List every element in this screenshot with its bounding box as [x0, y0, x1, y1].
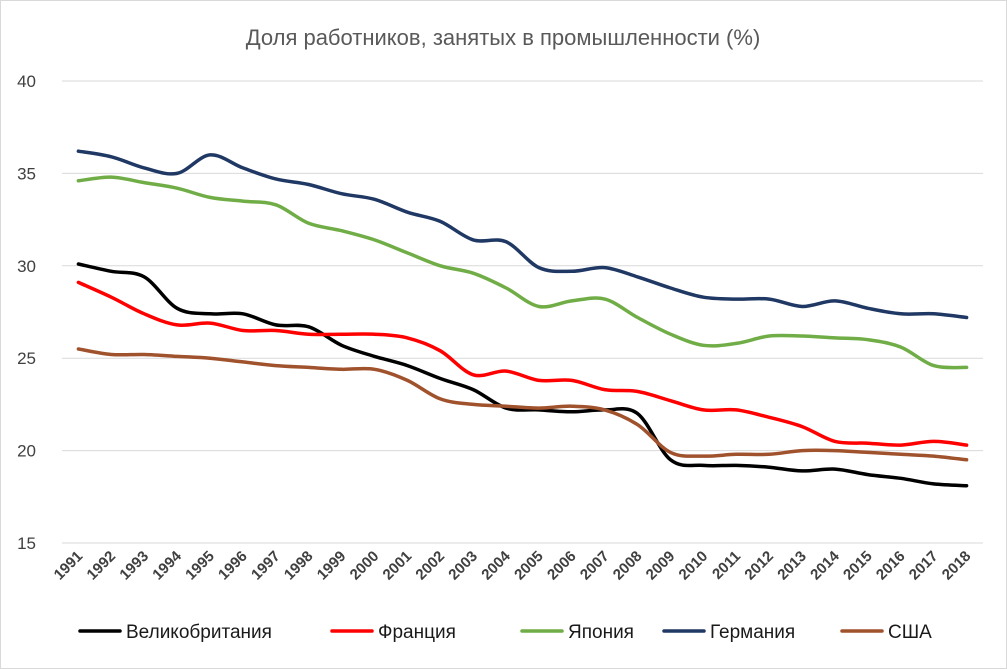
series-line-1 — [76, 280, 969, 447]
x-tick-label: 2018 — [939, 548, 975, 584]
legend-label: Германия — [710, 622, 795, 643]
series-line-3 — [76, 149, 969, 320]
x-tick-label: 1998 — [281, 548, 317, 584]
series-line-0 — [76, 262, 969, 488]
x-tick-label: 2013 — [774, 548, 810, 584]
y-tick-label: 30 — [17, 257, 36, 276]
y-axis-ticks: 15 20 25 30 35 40 — [17, 72, 36, 553]
x-tick-label: 2008 — [610, 548, 646, 584]
legend-label: Япония — [568, 622, 634, 643]
chart-title: Доля работников, занятых в промышленност… — [246, 25, 761, 50]
x-tick-label: 2017 — [906, 548, 942, 584]
x-tick-label: 2003 — [445, 548, 481, 584]
x-tick-label: 1995 — [182, 548, 218, 584]
x-tick-label: 2012 — [741, 548, 777, 584]
series-line-2 — [76, 175, 969, 370]
series-line-4 — [76, 347, 969, 462]
y-tick-label: 35 — [17, 164, 36, 183]
x-tick-label: 2010 — [676, 548, 712, 584]
x-tick-label: 2015 — [840, 548, 876, 584]
legend-label: США — [888, 622, 932, 643]
legend-label: Великобритания — [126, 622, 272, 643]
x-tick-label: 2001 — [380, 548, 416, 584]
x-axis-ticks: 1991199219931994199519961997199819992000… — [51, 547, 975, 583]
y-tick-label: 20 — [17, 442, 36, 461]
x-tick-label: 2014 — [807, 547, 843, 583]
x-tick-label: 2006 — [544, 548, 580, 584]
x-tick-label: 2000 — [347, 548, 383, 584]
x-tick-label: 2009 — [643, 548, 679, 584]
x-tick-label: 1997 — [248, 548, 284, 584]
legend: Великобритания Франция Япония Германия США — [78, 622, 932, 643]
x-tick-label: 2002 — [412, 548, 448, 584]
x-tick-label: 2011 — [709, 548, 744, 583]
x-tick-label: 2016 — [873, 548, 909, 584]
y-tick-label: 40 — [17, 72, 36, 91]
y-tick-label: 25 — [17, 349, 36, 368]
x-tick-label: 1992 — [84, 548, 120, 584]
x-tick-label: 1994 — [149, 547, 185, 583]
x-tick-label: 2007 — [577, 548, 613, 584]
x-tick-label: 1991 — [51, 548, 87, 584]
legend-label: Франция — [378, 622, 456, 643]
x-tick-label: 2005 — [511, 548, 547, 584]
x-tick-label: 1993 — [116, 548, 152, 584]
series-lines — [76, 149, 969, 488]
x-tick-label: 1999 — [314, 548, 350, 584]
x-tick-label: 2004 — [478, 547, 514, 583]
x-tick-label: 1996 — [215, 548, 251, 584]
y-tick-label: 15 — [17, 534, 36, 553]
